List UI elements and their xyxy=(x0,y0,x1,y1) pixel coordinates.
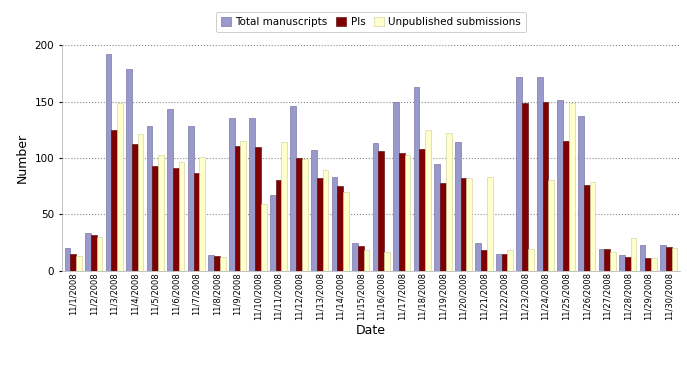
Bar xyxy=(343,192,349,271)
Bar xyxy=(65,248,70,271)
Bar xyxy=(563,141,569,271)
Bar xyxy=(358,246,363,271)
Bar xyxy=(322,170,328,271)
Bar xyxy=(234,146,240,271)
Bar xyxy=(399,153,405,271)
Bar xyxy=(146,126,153,271)
Bar xyxy=(352,243,358,271)
Bar xyxy=(640,245,645,271)
Bar xyxy=(605,249,610,271)
Bar xyxy=(420,149,425,271)
Bar xyxy=(487,177,493,271)
Bar xyxy=(214,256,220,271)
Bar xyxy=(332,177,337,271)
Bar xyxy=(261,204,267,271)
Bar xyxy=(578,116,584,271)
Bar xyxy=(425,130,431,271)
Bar xyxy=(393,102,399,271)
Bar xyxy=(270,195,275,271)
Bar xyxy=(405,155,410,271)
Bar xyxy=(557,100,563,271)
Bar xyxy=(528,249,534,271)
Bar xyxy=(255,147,261,271)
Bar xyxy=(153,166,158,271)
Bar xyxy=(296,158,302,271)
Bar xyxy=(543,102,548,271)
Bar xyxy=(188,126,194,271)
Bar xyxy=(91,235,97,271)
Bar xyxy=(660,245,666,271)
Bar xyxy=(508,250,513,271)
Bar xyxy=(548,180,554,271)
Bar xyxy=(311,150,317,271)
Bar xyxy=(645,258,651,271)
Bar xyxy=(569,103,575,271)
Bar xyxy=(179,162,185,271)
Bar xyxy=(496,254,502,271)
Bar xyxy=(106,54,111,271)
Bar xyxy=(384,252,390,271)
Bar xyxy=(85,233,91,271)
Bar xyxy=(610,252,616,271)
Bar xyxy=(240,141,246,271)
Bar xyxy=(584,185,589,271)
Bar xyxy=(208,255,214,271)
Bar xyxy=(167,109,173,271)
Bar xyxy=(455,142,460,271)
Bar xyxy=(434,164,440,271)
Bar xyxy=(475,243,481,271)
Bar xyxy=(275,180,282,271)
Bar xyxy=(502,254,508,271)
Bar xyxy=(598,249,605,271)
Bar xyxy=(619,255,625,271)
Bar xyxy=(589,182,596,271)
Legend: Total manuscripts, PIs, Unpublished submissions: Total manuscripts, PIs, Unpublished subm… xyxy=(216,12,526,32)
Bar xyxy=(446,133,451,271)
Bar xyxy=(111,130,117,271)
Bar xyxy=(466,178,472,271)
Bar xyxy=(302,159,308,271)
Bar xyxy=(672,248,677,271)
Bar xyxy=(76,256,82,271)
Bar xyxy=(132,144,137,271)
Bar xyxy=(199,157,205,271)
Bar xyxy=(229,118,234,271)
Bar xyxy=(414,87,420,271)
Bar xyxy=(481,250,487,271)
Bar xyxy=(249,118,255,271)
Bar xyxy=(317,178,322,271)
Bar xyxy=(337,186,343,271)
X-axis label: Date: Date xyxy=(356,324,386,337)
Bar xyxy=(291,106,296,271)
Bar xyxy=(460,178,466,271)
Bar xyxy=(117,103,123,271)
Bar xyxy=(282,142,287,271)
Bar xyxy=(363,250,370,271)
Bar xyxy=(666,247,672,271)
Bar xyxy=(631,238,636,271)
Bar xyxy=(522,103,528,271)
Bar xyxy=(651,258,657,271)
Bar xyxy=(517,77,522,271)
Bar xyxy=(440,183,446,271)
Bar xyxy=(97,237,102,271)
Bar xyxy=(625,257,631,271)
Bar xyxy=(126,69,132,271)
Bar xyxy=(173,168,179,271)
Bar xyxy=(379,151,384,271)
Bar xyxy=(158,155,164,271)
Bar xyxy=(537,77,543,271)
Bar xyxy=(220,257,225,271)
Bar xyxy=(70,254,76,271)
Y-axis label: Number: Number xyxy=(16,133,29,183)
Bar xyxy=(194,173,199,271)
Bar xyxy=(137,134,144,271)
Bar xyxy=(372,143,379,271)
